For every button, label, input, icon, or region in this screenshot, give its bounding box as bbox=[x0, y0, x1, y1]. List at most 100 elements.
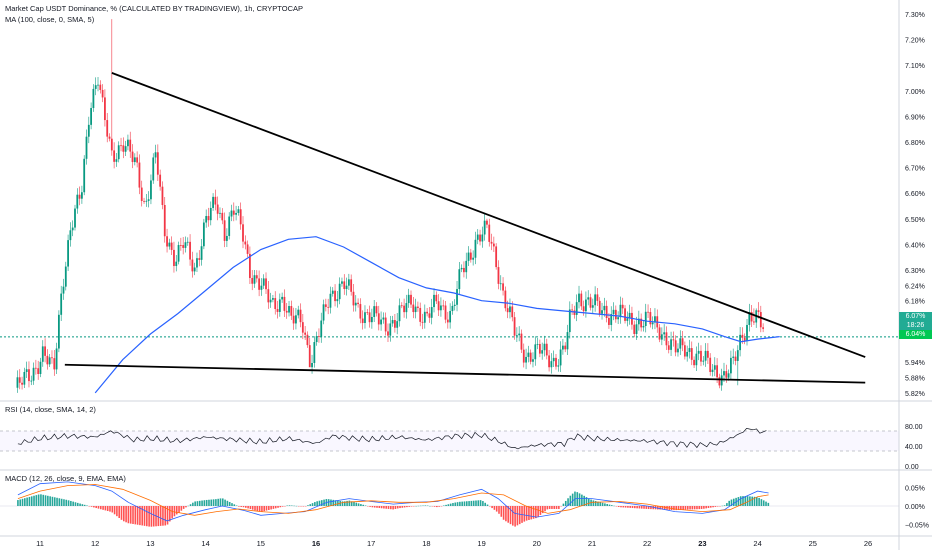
macd-histogram-bar bbox=[268, 506, 270, 510]
trendlines[interactable] bbox=[64, 72, 866, 384]
macd-histogram-bar bbox=[21, 498, 24, 506]
macd-histogram-bar bbox=[364, 505, 367, 506]
candle-body bbox=[138, 162, 141, 188]
macd-histogram-bar bbox=[185, 506, 187, 508]
rsi-tick-label: 80.00 bbox=[905, 424, 923, 431]
candle-body bbox=[518, 333, 521, 336]
candle-body bbox=[458, 269, 461, 290]
candle-body bbox=[251, 278, 254, 284]
candle-body bbox=[515, 335, 518, 336]
candle-body bbox=[495, 246, 498, 268]
candle-body bbox=[502, 283, 504, 291]
macd-histogram-bar bbox=[65, 499, 68, 506]
macd-histogram-bar bbox=[162, 506, 164, 526]
price-tick-label: 7.00% bbox=[905, 89, 925, 96]
macd-histogram-bar bbox=[47, 495, 49, 506]
candle-body bbox=[193, 267, 196, 272]
candle-body bbox=[260, 285, 263, 290]
macd-histogram-bar bbox=[70, 500, 72, 506]
candle-body bbox=[633, 324, 636, 334]
macd-histogram-bar bbox=[348, 500, 351, 506]
macd-histogram-bar bbox=[226, 500, 229, 506]
macd-histogram-bar bbox=[620, 506, 622, 508]
macd-histogram-bar bbox=[465, 501, 468, 506]
macd-histogram-bar bbox=[728, 500, 730, 506]
macd-tick-label: 0.00% bbox=[905, 504, 925, 511]
candle-body bbox=[306, 334, 309, 346]
candle-body bbox=[608, 318, 610, 325]
macd-histogram-bar bbox=[238, 506, 240, 507]
candle-body bbox=[665, 332, 668, 346]
candle-body bbox=[34, 367, 37, 369]
macd-histogram-bar bbox=[445, 504, 447, 506]
time-tick-label: 21 bbox=[588, 539, 596, 548]
macd-histogram-bar bbox=[691, 506, 694, 510]
candle-body bbox=[55, 348, 58, 370]
macd-histogram-bar bbox=[369, 506, 371, 507]
macd-histogram-bar bbox=[500, 506, 503, 517]
macd-histogram-bar bbox=[449, 503, 452, 506]
candle-body bbox=[695, 353, 698, 366]
macd-histogram-bar bbox=[707, 506, 710, 508]
candle-body bbox=[499, 283, 502, 285]
macd-histogram-bar bbox=[343, 501, 346, 506]
macd-histogram-bar bbox=[765, 501, 767, 506]
macd-histogram-bar bbox=[123, 506, 125, 522]
macd-histogram-bar bbox=[408, 506, 411, 507]
candle-body bbox=[308, 345, 311, 368]
macd-histogram-bar bbox=[403, 506, 406, 508]
macd-histogram-bar bbox=[608, 504, 611, 506]
candle-body bbox=[230, 210, 233, 217]
candle-body bbox=[324, 304, 327, 307]
macd-histogram-bar bbox=[208, 499, 210, 506]
candle-body bbox=[357, 302, 359, 305]
macd-histogram-bar bbox=[242, 506, 245, 508]
candle-body bbox=[748, 312, 751, 325]
macd-histogram-bar bbox=[116, 506, 118, 517]
last-price-tag: 6.07% bbox=[899, 312, 932, 321]
macd-histogram-bar bbox=[461, 501, 463, 506]
candle-body bbox=[706, 350, 709, 358]
macd-histogram-bar bbox=[37, 494, 40, 506]
macd-histogram-bar bbox=[350, 501, 353, 506]
candle-body bbox=[624, 308, 626, 321]
macd-histogram-bar bbox=[17, 500, 19, 506]
macd-histogram-bar bbox=[661, 506, 664, 510]
candle-body bbox=[276, 309, 279, 312]
upper-trendline[interactable] bbox=[111, 72, 866, 358]
candle-body bbox=[173, 249, 175, 267]
macd-histogram-bar bbox=[346, 500, 348, 506]
candle-body bbox=[299, 309, 302, 323]
candle-body bbox=[76, 194, 79, 209]
macd-histogram-bar bbox=[396, 506, 399, 509]
ma-legend: MA (100, close, 0, SMA, 5) bbox=[5, 15, 95, 24]
candle-body bbox=[41, 346, 44, 362]
macd-histogram-bar bbox=[95, 506, 97, 509]
macd-histogram-bar bbox=[212, 499, 215, 506]
candle-body bbox=[285, 310, 288, 313]
candle-body bbox=[736, 350, 739, 361]
candle-body bbox=[108, 136, 111, 139]
ma-price-tag: 6.04% bbox=[899, 330, 932, 339]
macd-histogram-bar bbox=[726, 503, 728, 506]
candle-body bbox=[278, 299, 281, 312]
macd-histogram-bar bbox=[173, 506, 176, 517]
macd-histogram-bar bbox=[569, 495, 572, 506]
macd-histogram-bar bbox=[392, 506, 394, 510]
candle-body bbox=[255, 275, 258, 279]
price-tick-label: 6.90% bbox=[905, 114, 925, 121]
candle-body bbox=[122, 145, 125, 152]
rsi-band bbox=[0, 431, 899, 451]
candle-body bbox=[433, 294, 435, 308]
candle-body bbox=[258, 278, 261, 290]
candle-body bbox=[81, 192, 83, 199]
candle-body bbox=[423, 311, 426, 323]
lower-trendline[interactable] bbox=[64, 363, 866, 384]
candle-body bbox=[51, 357, 53, 359]
macd-histogram-bar bbox=[217, 498, 219, 506]
macd-histogram-bar bbox=[714, 506, 717, 507]
macd-histogram-bar bbox=[594, 501, 597, 506]
macd-histogram-bar bbox=[60, 498, 63, 506]
macd-histogram-bar bbox=[472, 500, 475, 506]
